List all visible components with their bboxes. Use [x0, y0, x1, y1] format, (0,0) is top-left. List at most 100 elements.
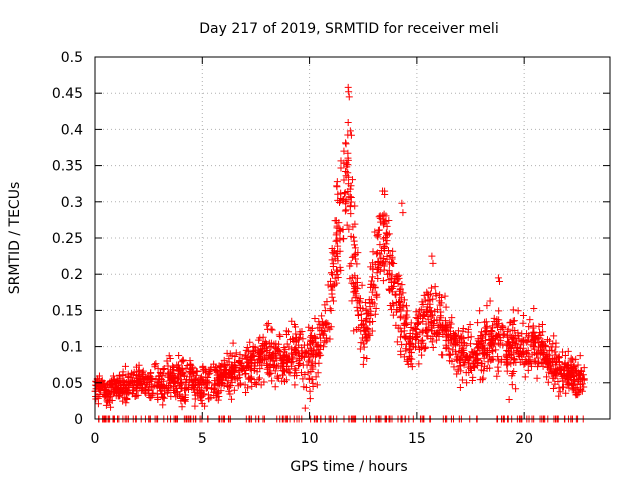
data-point: [433, 336, 441, 344]
data-point: [367, 307, 375, 315]
data-point: [349, 223, 357, 231]
data-point: [503, 354, 511, 362]
data-point: [327, 283, 335, 291]
data-point: [354, 311, 362, 319]
data-point: [427, 335, 435, 343]
data-point: [334, 242, 342, 250]
data-point: [436, 301, 444, 309]
x-axis-label: GPS time / hours: [290, 459, 407, 475]
data-point: [292, 366, 300, 374]
data-point: [383, 252, 391, 260]
data-point: [251, 362, 259, 370]
data-point: [313, 342, 321, 350]
data-point: [160, 384, 168, 392]
data-point: [490, 314, 498, 322]
data-point: [356, 345, 364, 353]
data-point: [556, 388, 564, 396]
y-tick-label: 0.45: [52, 86, 83, 102]
data-point: [200, 366, 208, 374]
data-point: [374, 226, 382, 234]
data-point: [507, 318, 515, 326]
data-point: [311, 332, 319, 340]
data-point: [286, 369, 294, 377]
data-point: [299, 361, 307, 369]
data-point: [225, 383, 233, 391]
data-point: [416, 328, 424, 336]
data-point: [285, 343, 293, 351]
data-point: [131, 392, 139, 400]
data-point: [549, 357, 557, 365]
data-point: [510, 317, 518, 325]
data-point: [531, 339, 539, 347]
data-point: [185, 383, 193, 391]
data-point: [481, 318, 489, 326]
x-tick-label: 5: [198, 431, 207, 447]
data-point: [103, 380, 111, 388]
data-point: [142, 389, 150, 397]
data-point: [290, 351, 298, 359]
data-point: [216, 366, 224, 374]
data-point: [356, 297, 364, 305]
data-point: [518, 338, 526, 346]
data-point: [436, 316, 444, 324]
data-point: [271, 383, 279, 391]
data-point: [411, 334, 419, 342]
data-point: [274, 346, 282, 354]
data-point: [143, 380, 151, 388]
data-point: [454, 367, 462, 375]
data-point: [423, 332, 431, 340]
data-point: [324, 281, 332, 289]
data-point: [452, 331, 460, 339]
data-point: [340, 159, 348, 167]
data-point: [449, 341, 457, 349]
data-point: [347, 182, 355, 190]
data-point: [348, 253, 356, 261]
data-point: [332, 250, 340, 258]
data-point: [267, 342, 275, 350]
data-point: [543, 336, 551, 344]
data-point: [280, 359, 288, 367]
data-point: [537, 348, 545, 356]
data-point: [464, 325, 472, 333]
data-point: [193, 368, 201, 376]
data-point: [351, 285, 359, 293]
data-point: [429, 344, 437, 352]
data-point: [527, 360, 535, 368]
data-point: [152, 360, 160, 368]
data-point: [248, 353, 256, 361]
data-point: [313, 381, 321, 389]
data-point: [450, 363, 458, 371]
data-point: [532, 358, 540, 366]
data-point: [326, 325, 334, 333]
data-point: [419, 312, 427, 320]
data-point: [230, 386, 238, 394]
data-point: [361, 299, 369, 307]
data-point: [301, 370, 309, 378]
data-point: [555, 384, 563, 392]
data-point: [549, 340, 557, 348]
data-point: [249, 347, 257, 355]
data-point: [419, 300, 427, 308]
gridlines: [95, 57, 610, 419]
data-point: [374, 275, 382, 283]
data-point: [248, 382, 256, 390]
data-point: [559, 383, 567, 391]
data-point: [134, 378, 142, 386]
data-point: [328, 269, 336, 277]
data-point: [510, 368, 518, 376]
data-point: [512, 385, 520, 393]
data-point: [514, 307, 522, 315]
data-point: [129, 384, 137, 392]
data-point: [366, 318, 374, 326]
data-point: [148, 392, 156, 400]
data-point: [142, 383, 150, 391]
data-point: [367, 280, 375, 288]
data-point: [259, 333, 267, 341]
data-point: [504, 346, 512, 354]
data-point: [467, 333, 475, 341]
data-point: [462, 341, 470, 349]
data-point: [561, 361, 569, 369]
data-point: [398, 281, 406, 289]
data-point: [342, 206, 350, 214]
data-point: [505, 395, 513, 403]
